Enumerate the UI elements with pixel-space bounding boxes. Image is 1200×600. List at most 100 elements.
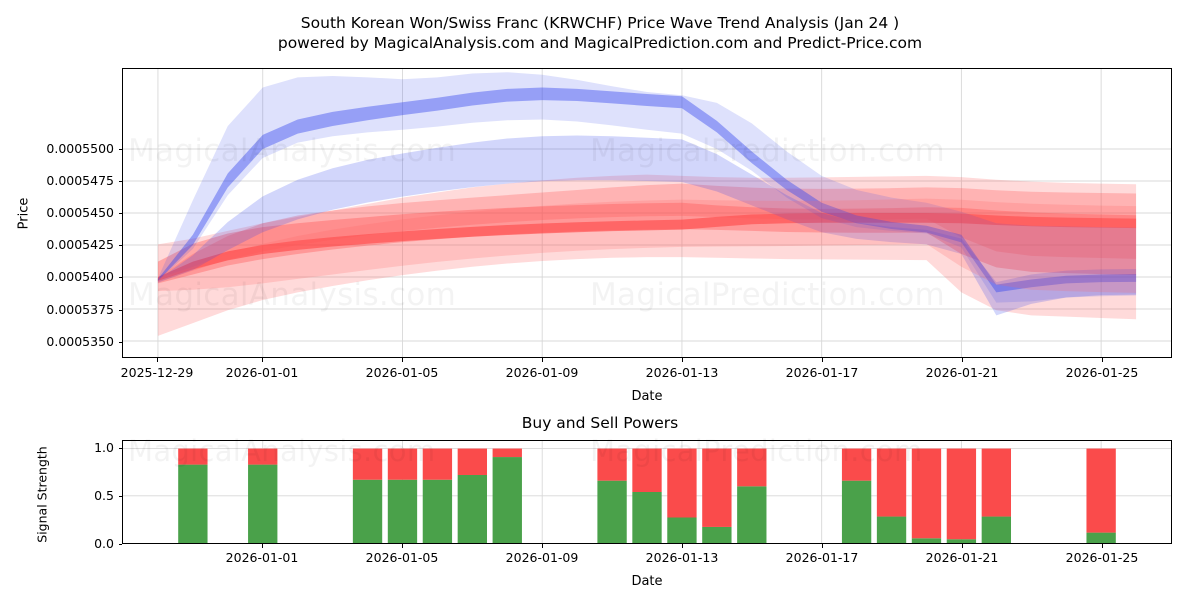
buy-power-bar [1086,532,1116,543]
price-wave-bands-svg [123,69,1171,357]
sell-power-bar [1086,448,1116,533]
price-x-axis-label: Date [631,389,663,404]
price-x-tick-label: 2026-01-13 [645,365,719,380]
price-x-tick-mark [262,358,263,362]
signal-chart-plot-area [122,440,1172,544]
sell-power-bar [597,448,627,481]
signal-y-tick-mark [118,544,122,545]
price-band-red-core [157,213,1137,281]
figure-title-line-1: South Korean Won/Swiss Franc (KRWCHF) Pr… [300,14,900,32]
price-y-tick-mark [118,309,122,311]
signal-x-tick-mark [682,544,683,548]
price-y-tick-label: 0.0005400 [46,269,114,285]
buy-power-bar [352,479,383,543]
price-x-tick-label: 2025-12-29 [120,365,194,380]
sell-power-bar [352,448,383,480]
sell-power-bar [911,448,942,539]
signal-y-axis-label: Signal Strength [34,446,50,543]
buy-power-bar [911,538,942,543]
sell-power-bar [876,448,907,517]
buy-power-bar [876,516,907,543]
buy-power-bar [492,457,522,543]
sell-power-bar [457,448,488,475]
price-y-tick-mark [118,148,122,150]
buy-power-bar [597,480,627,543]
price-chart-plot-area [122,68,1172,358]
price-y-tick-label: 0.0005350 [46,333,114,349]
sell-power-bar [248,448,278,465]
buy-power-bar [248,464,278,543]
figure-title-line-2: powered by MagicalAnalysis.com and Magic… [277,34,923,52]
sell-power-bar [737,448,767,487]
sell-power-bar [667,448,697,518]
signal-x-tick-label: 2026-01-09 [505,550,579,565]
sell-power-bar [632,448,662,492]
signal-chart-title: Buy and Sell Powers [521,414,679,432]
price-x-tick-mark [1102,358,1103,362]
price-x-tick-mark [542,358,543,362]
signal-y-tick-label: 0.5 [94,487,114,503]
signal-x-tick-label: 2026-01-01 [225,550,299,565]
price-x-tick-mark [822,358,823,362]
buy-power-bar [387,479,418,543]
signal-x-tick-label: 2026-01-05 [365,550,439,565]
signal-x-tick-label: 2026-01-13 [645,550,719,565]
price-band-red-rising [157,183,1137,283]
signal-x-tick-mark [542,544,543,548]
sell-power-bar [178,448,208,465]
price-x-tick-mark [157,358,158,362]
price-y-tick-mark [118,213,122,214]
price-band-red-lower-wide [157,198,1137,293]
buy-power-bar [981,516,1012,543]
signal-y-tick-mark [118,447,122,449]
buy-power-bar [422,479,453,543]
price-x-tick-mark [682,358,683,362]
price-band-red-mid [157,202,1137,284]
sell-power-bar [946,448,977,540]
signal-x-axis-label: Date [631,574,663,589]
signal-y-tick-label: 1.0 [94,439,114,455]
price-x-tick-label: 2026-01-09 [505,365,579,380]
sell-power-bar [841,448,872,481]
signal-x-tick-mark [262,544,263,548]
buy-power-bar [702,526,732,543]
sell-power-bar [387,448,418,480]
signal-x-tick-label: 2026-01-17 [785,550,859,565]
price-y-tick-mark [118,245,122,247]
sell-power-bar [702,448,732,527]
price-y-tick-label: 0.0005375 [46,301,114,317]
signal-x-tick-mark [962,544,963,548]
signal-x-tick-label: 2026-01-25 [1065,550,1139,565]
price-band-blue-lower-band [157,135,1137,316]
price-band-blue-upper-wide [157,72,1137,303]
price-y-tick-label: 0.0005425 [46,236,114,252]
buy-power-bar [667,517,697,543]
price-y-tick-label: 0.0005500 [46,140,114,156]
signal-x-tick-mark [402,544,403,548]
signal-y-tick-mark [118,495,122,497]
price-y-tick-mark [118,341,122,343]
sell-power-bar [981,448,1012,517]
sell-power-bar [492,448,522,458]
price-x-tick-label: 2026-01-25 [1065,365,1139,380]
signal-x-tick-mark [822,544,823,548]
signal-x-tick-mark [1102,544,1103,548]
price-y-axis-label: Price [16,197,32,230]
price-y-tick-label: 0.0005450 [46,204,114,220]
price-x-tick-mark [402,358,403,362]
signal-x-tick-label: 2026-01-21 [925,550,999,565]
price-x-tick-label: 2026-01-21 [925,365,999,380]
price-x-tick-mark [962,358,963,362]
buy-power-bar [841,480,872,543]
price-y-tick-mark [118,277,122,279]
sell-power-bar [422,448,453,480]
buy-power-bar [946,539,977,543]
price-y-tick-mark [118,180,122,182]
price-x-tick-label: 2026-01-17 [785,365,859,380]
buy-power-bar [178,464,208,543]
price-y-tick-label: 0.0005475 [46,172,114,188]
buy-power-bar [457,475,488,543]
signal-bars-svg [123,441,1171,543]
buy-power-bar [632,492,662,543]
